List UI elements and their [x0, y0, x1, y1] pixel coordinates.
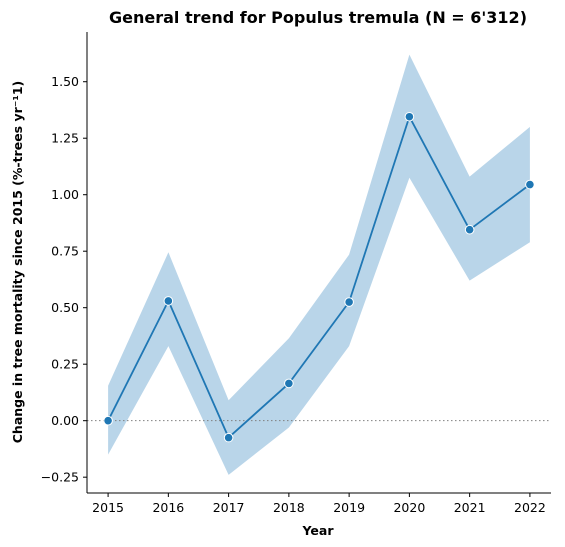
y-tick-label: 0.50	[51, 300, 79, 315]
data-point	[525, 179, 535, 190]
data-point	[284, 378, 294, 389]
data-point	[223, 432, 234, 443]
data-point	[344, 297, 354, 307]
data-point	[103, 415, 113, 426]
x-tick-label: 2018	[273, 500, 305, 515]
y-tick-label: 1.25	[51, 131, 79, 146]
chart-title: General trend for Populus tremula (N = 6…	[109, 8, 527, 27]
y-tick-label: −0.25	[41, 470, 79, 485]
x-axis-title: Year	[302, 523, 335, 538]
x-tick-label: 2015	[92, 500, 124, 515]
x-tick-label: 2017	[213, 500, 245, 515]
x-tick-label: 2020	[393, 500, 425, 515]
data-point	[163, 296, 174, 306]
y-tick-label: 1.00	[51, 187, 79, 202]
y-tick-label: 1.50	[51, 74, 79, 89]
data-point	[404, 111, 415, 122]
data-point	[464, 224, 475, 235]
x-tick-label: 2016	[152, 500, 184, 515]
plot-area: −0.25 0.00 0.25 0.50 0.75 1.00 1.25 1.50 2015 201…	[41, 32, 551, 515]
x-tick-label: 2021	[454, 500, 486, 515]
y-tick-label: 0.75	[51, 244, 79, 259]
y-tick-label: 0.25	[51, 357, 79, 372]
x-tick-label: 2022	[514, 500, 546, 515]
series-line	[107, 115, 531, 439]
x-tick-label: 2019	[333, 500, 365, 515]
y-tick-label: 0.00	[51, 413, 79, 428]
y-axis-title: Change in tree mortality since 2015 (%-t…	[10, 81, 25, 444]
confidence-band	[108, 54, 530, 475]
